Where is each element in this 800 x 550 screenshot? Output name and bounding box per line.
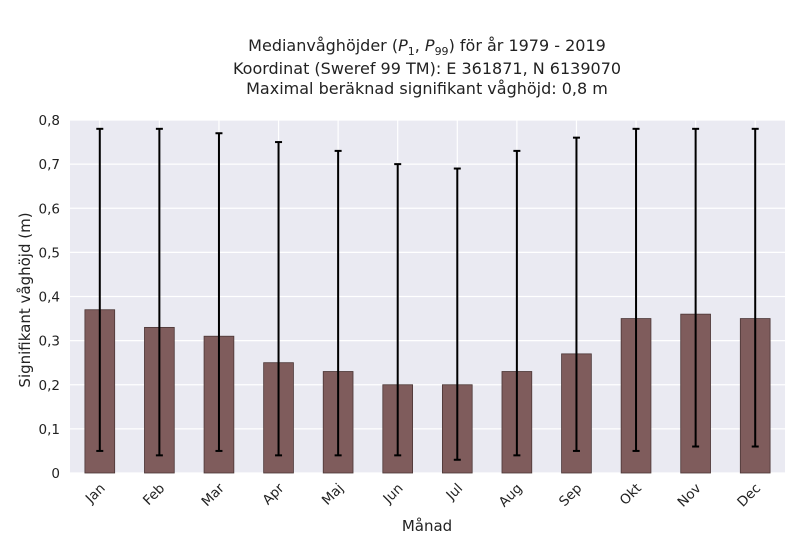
y-tick-label-1: 0,1 [39, 422, 60, 438]
error-bar-jan [96, 127, 104, 452]
title-p99-subscript: 99 [435, 45, 449, 58]
x-tick-label-jan: Jan [82, 481, 109, 508]
error-bar-maj [334, 149, 342, 457]
x-tick-label-feb: Feb [140, 481, 168, 509]
y-axis-ticks: 0 0,1 0,2 0,3 0,4 0,5 0,6 0,7 0,8 [39, 113, 60, 482]
y-tick-label-2: 0,2 [39, 378, 60, 394]
x-tick-label-aug: Aug [496, 481, 526, 511]
y-tick-label-7: 0,7 [39, 157, 60, 173]
chart-title-line-1: Medianvåghöjder (P1, P99) för år 1979 - … [248, 36, 606, 58]
x-tick-label-nov: Nov [675, 481, 705, 511]
error-bars [96, 127, 759, 461]
x-tick-label-apr: Apr [260, 480, 288, 508]
y-tick-label-3: 0,3 [39, 334, 60, 350]
x-tick-label-jun: Jun [380, 481, 407, 508]
title-line-1-part-a: Medianvåghöjder ( [248, 36, 398, 55]
title-p99-symbol: P [425, 36, 435, 55]
error-bar-sep [572, 136, 580, 452]
error-bar-nov [692, 127, 700, 448]
x-tick-label-okt: Okt [617, 481, 645, 509]
error-bar-dec [751, 127, 759, 448]
error-bar-feb [155, 127, 163, 457]
x-axis-label: Månad [402, 517, 452, 535]
error-bar-aug [513, 149, 521, 457]
title-p1-symbol: P [398, 36, 408, 55]
y-tick-label-8: 0,8 [39, 113, 60, 129]
title-line-1-comma: , [415, 36, 425, 55]
y-tick-label-5: 0,5 [39, 245, 60, 261]
error-bar-jun [394, 163, 402, 457]
x-tick-label-maj: Maj [319, 481, 347, 509]
y-tick-label-0: 0 [51, 466, 60, 482]
error-bar-apr [275, 141, 283, 457]
y-tick-label-4: 0,4 [39, 290, 60, 306]
title-line-1-part-b: ) för år 1979 - 2019 [449, 36, 606, 55]
y-axis-label: Signifikant våghöjd (m) [16, 212, 34, 387]
x-tick-label-jul: Jul [443, 481, 467, 505]
x-axis-ticks: Jan Feb Mar Apr Maj Jun Jul Aug Sep Okt Nov Dec [82, 480, 764, 510]
x-tick-label-dec: Dec [734, 481, 764, 511]
chart-title-line-2: Koordinat (Sweref 99 TM): E 361871, N 61… [233, 59, 621, 78]
y-tick-label-6: 0,6 [39, 201, 60, 217]
error-bar-okt [632, 127, 640, 452]
title-p1-subscript: 1 [408, 45, 415, 58]
error-bar-mar [215, 132, 223, 452]
x-tick-label-mar: Mar [198, 480, 228, 510]
error-bar-jul [453, 167, 461, 461]
chart-title-line-3: Maximal beräknad signifikant våghöjd: 0,… [246, 79, 608, 98]
x-tick-label-sep: Sep [556, 481, 585, 510]
